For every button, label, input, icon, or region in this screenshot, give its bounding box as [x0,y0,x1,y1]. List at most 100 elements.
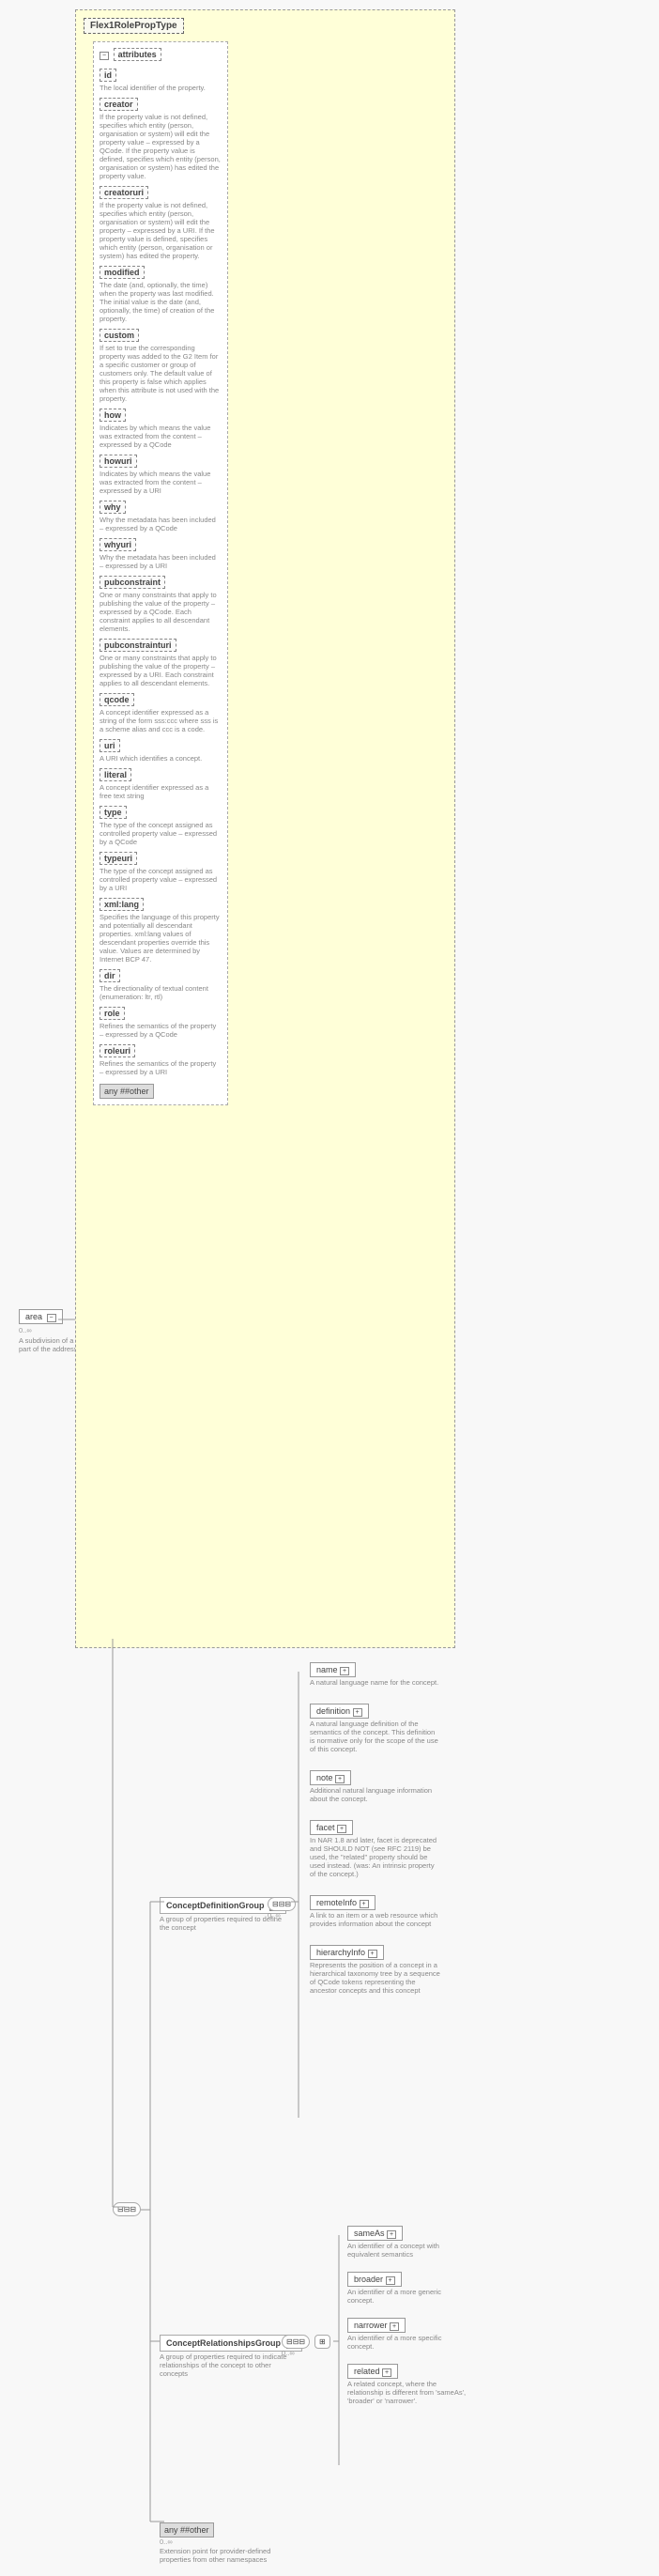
elem-box[interactable]: facet + [310,1820,353,1835]
attr-name: literal [100,768,131,781]
attribute-item: qcode A concept identifier expressed as a… [100,689,222,733]
elem-desc: In NAR 1.8 and later, facet is deprecate… [310,1836,441,1878]
attribute-item: type The type of the concept assigned as … [100,802,222,846]
attr-name: role [100,1007,125,1020]
extension-point: any ##other 0..∞ Extension point for pro… [160,2517,291,2564]
area-label: area − [19,1309,63,1324]
attr-desc: Indicates by which means the value was e… [100,424,222,449]
attr-desc: The type of the concept assigned as cont… [100,867,222,892]
attr-name: type [100,806,127,819]
area-text: area [25,1312,42,1321]
attr-name: why [100,501,126,514]
attr-name: modified [100,266,145,279]
attr-name: qcode [100,693,134,706]
attribute-item: uriA URI which identifies a concept. [100,735,222,763]
attribute-item: pubconstrainturiOne or many constraints … [100,635,222,687]
attr-desc: Indicates by which means the value was e… [100,470,222,495]
attribute-item: why Why the metadata has been included – … [100,497,222,532]
elem-box[interactable]: broader + [347,2272,402,2287]
elem-desc: A natural language name for the concept. [310,1678,441,1687]
attr-desc: The directionality of textual content (e… [100,984,222,1001]
attr-desc: A concept identifier expressed as a free… [100,783,222,800]
attr-desc: One or many constraints that apply to pu… [100,654,222,687]
def-elems-connector [291,1667,314,2136]
attr-desc: One or many constraints that apply to pu… [100,591,222,633]
rel-element-item: sameAs +An identifier of a concept with … [347,2226,488,2259]
elem-desc: A related concept, where the relationshi… [347,2380,469,2405]
attr-desc: Specifies the language of this property … [100,913,222,964]
attributes-label: attributes [114,48,161,61]
attribute-item: custom If set to true the corresponding p… [100,325,222,403]
elem-desc: A natural language definition of the sem… [310,1720,441,1753]
rel-group-desc: A group of properties required to indica… [160,2352,291,2378]
main-to-seq-connector [99,1639,127,2212]
attribute-item: creatorIf the property value is not defi… [100,94,222,180]
rel-switch-node: ⊞ [314,2335,330,2349]
attr-desc: Refines the semantics of the property – … [100,1022,222,1039]
attribute-item: pubconstraint One or many constraints tha… [100,572,222,633]
elem-box[interactable]: name + [310,1662,356,1677]
elem-box[interactable]: hierarchyInfo + [310,1945,384,1960]
attributes-container: − attributes idThe local identifier of t… [93,41,228,1105]
elem-desc: A link to an item or a web resource whic… [310,1911,441,1928]
attr-name: custom [100,329,139,342]
rel-elements-list: sameAs +An identifier of a concept with … [347,2226,488,2418]
ext-card: 0..∞ [160,2537,291,2546]
rel-element-item: narrower +An identifier of a more specif… [347,2318,488,2351]
rel-card: 0..∞ [282,2349,310,2357]
def-group-label: ConceptDefinitionGroup [166,1901,265,1910]
elem-desc: Additional natural language information … [310,1786,441,1803]
elem-box[interactable]: remoteInfo + [310,1895,375,1910]
rel-element-item: broader +An identifier of a more generic… [347,2272,488,2305]
elem-desc: An identifier of a more generic concept. [347,2288,469,2305]
elem-desc: Represents the position of a concept in … [310,1961,441,1995]
attr-desc: The local identifier of the property. [100,84,222,92]
type-title: Flex1RolePropType [84,18,184,34]
attr-desc: Why the metadata has been included – exp… [100,516,222,532]
attr-name: roleuri [100,1044,135,1057]
rel-seq-node: ⊟⊟⊟ 0..∞ [282,2335,310,2357]
attr-name: whyuri [100,538,136,551]
rel-group-label: ConceptRelationshipsGroup [166,2338,281,2348]
elem-box[interactable]: definition + [310,1704,369,1719]
def-element-item: note +Additional natural language inform… [310,1770,460,1803]
attribute-item: dirThe directionality of textual content… [100,965,222,1001]
elem-box[interactable]: note + [310,1770,351,1785]
attribute-item: typeuri The type of the concept assigned … [100,848,222,892]
attribute-item: creatoruri If the property value is not d… [100,182,222,260]
elem-desc: An identifier of a more specific concept… [347,2334,469,2351]
attr-desc: Refines the semantics of the property – … [100,1059,222,1076]
attribute-item: xml:lang Specifies the language of this p… [100,894,222,964]
attr-name: typeuri [100,852,137,865]
attribute-item: whyuri Why the metadata has been included… [100,534,222,570]
attr-desc: Why the metadata has been included – exp… [100,553,222,570]
attr-desc: The type of the concept assigned as cont… [100,821,222,846]
seq-branches-connector [141,1902,169,2531]
attr-name: xml:lang [100,898,144,911]
elem-desc: An identifier of a concept with equivale… [347,2242,469,2259]
attr-desc: If the property value is not defined, sp… [100,201,222,260]
elem-box[interactable]: sameAs + [347,2226,403,2241]
def-element-item: remoteInfo +A link to an item or a web r… [310,1895,460,1928]
attribute-item: modified The date (and, optionally, the t… [100,262,222,323]
elem-box[interactable]: related + [347,2364,398,2379]
attr-desc: The date (and, optionally, the time) whe… [100,281,222,323]
attr-desc: A concept identifier expressed as a stri… [100,708,222,733]
any-other-attr: any ##other [100,1084,154,1099]
attr-name: creatoruri [100,186,148,199]
area-connector [58,1315,77,1324]
attribute-item: role Refines the semantics of the propert… [100,1003,222,1039]
attributes-list: id The local identifier of the property. c… [100,65,222,1076]
attribute-item: roleuri Refines the semantics of the prop… [100,1041,222,1076]
rel-element-item: related +A related concept, where the re… [347,2364,488,2405]
def-element-item: hierarchyInfo +Represents the position o… [310,1945,460,1995]
attr-name: how [100,409,126,422]
attr-name: pubconstraint [100,576,165,589]
attribute-item: how Indicates by which means the value wa… [100,405,222,449]
ext-label: any ##other [160,2522,214,2537]
elem-box[interactable]: narrower + [347,2318,406,2333]
attr-desc: If set to true the corresponding propert… [100,344,222,403]
attr-name: howuri [100,455,137,468]
attr-name: id [100,69,116,82]
attr-name: creator [100,98,138,111]
